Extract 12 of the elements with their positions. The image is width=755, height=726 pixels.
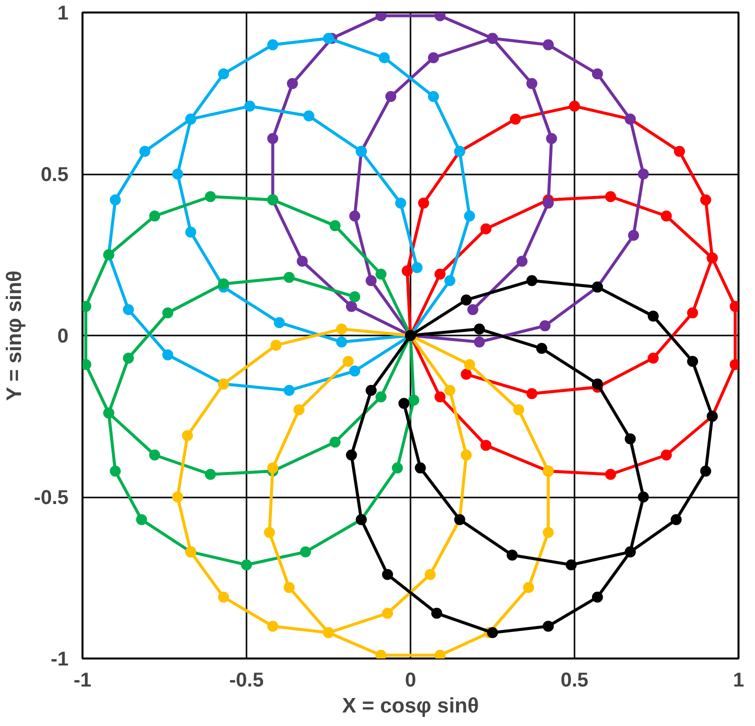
x-tick-label: 0 — [404, 670, 416, 692]
x-tick-label: 1 — [732, 670, 744, 692]
x-axis-title: X = cosφ sinθ — [342, 694, 479, 718]
y-axis-title: Y = sinφ sinθ — [3, 270, 26, 401]
x-tick-label: -0.5 — [229, 670, 264, 692]
y-tick-label: 0 — [57, 326, 68, 348]
y-tick-label: 0.5 — [40, 164, 69, 186]
x-tick-label: -1 — [74, 670, 92, 692]
y-tick-label: -0.5 — [34, 487, 69, 509]
x-tick-label: 0.5 — [560, 670, 588, 692]
y-tick-label: 1 — [57, 2, 68, 24]
y-tick-label: -1 — [50, 648, 69, 670]
